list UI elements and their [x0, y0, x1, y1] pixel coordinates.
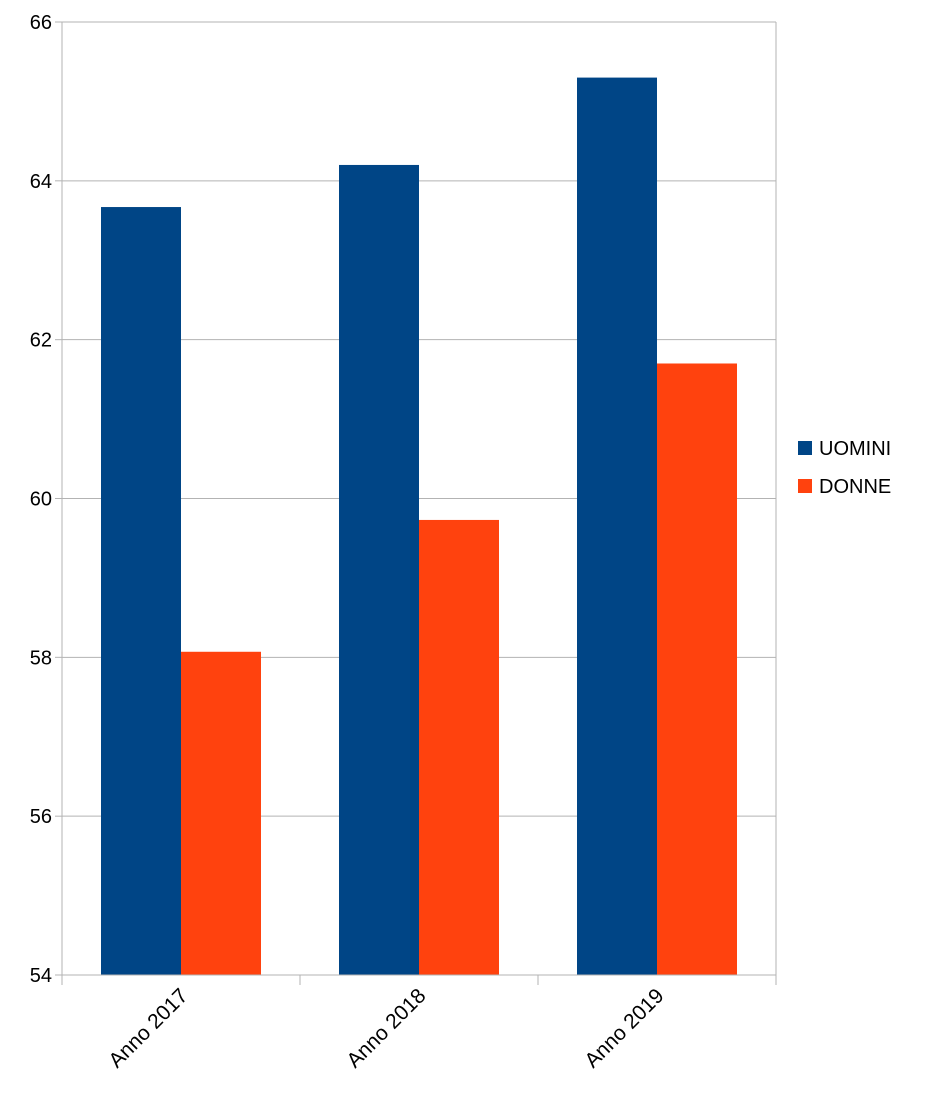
- y-tick-label: 60: [30, 489, 52, 511]
- y-axis-tick-labels: 54 56 58 60 62 64 66: [30, 12, 52, 987]
- y-tick-label: 66: [30, 12, 52, 34]
- legend-label-uomini: UOMINI: [819, 438, 891, 460]
- bar-donne-1: [419, 519, 499, 975]
- bar-uomini-1: [339, 164, 419, 975]
- legend-swatch-donne: [798, 479, 812, 493]
- y-tick-label: 64: [30, 171, 52, 193]
- bar-donne-2: [657, 363, 737, 975]
- y-tick-label: 58: [30, 647, 52, 669]
- y-tick-label: 54: [30, 965, 52, 987]
- bar-uomini-0: [101, 207, 181, 975]
- legend-label-donne: DONNE: [819, 476, 891, 498]
- x-axis-category-labels: Anno 2017 Anno 2018 Anno 2019: [104, 984, 668, 1072]
- bar-donne-0: [181, 651, 261, 975]
- x-category-label: Anno 2019: [580, 984, 668, 1072]
- bars: [101, 77, 737, 975]
- legend: UOMINI DONNE: [798, 438, 891, 498]
- axes: [55, 21, 777, 985]
- y-tick-label: 62: [30, 330, 52, 352]
- x-category-label: Anno 2018: [342, 984, 430, 1072]
- bar-uomini-2: [577, 77, 657, 975]
- x-category-label: Anno 2017: [104, 984, 192, 1072]
- y-tick-label: 56: [30, 806, 52, 828]
- legend-swatch-uomini: [798, 441, 812, 455]
